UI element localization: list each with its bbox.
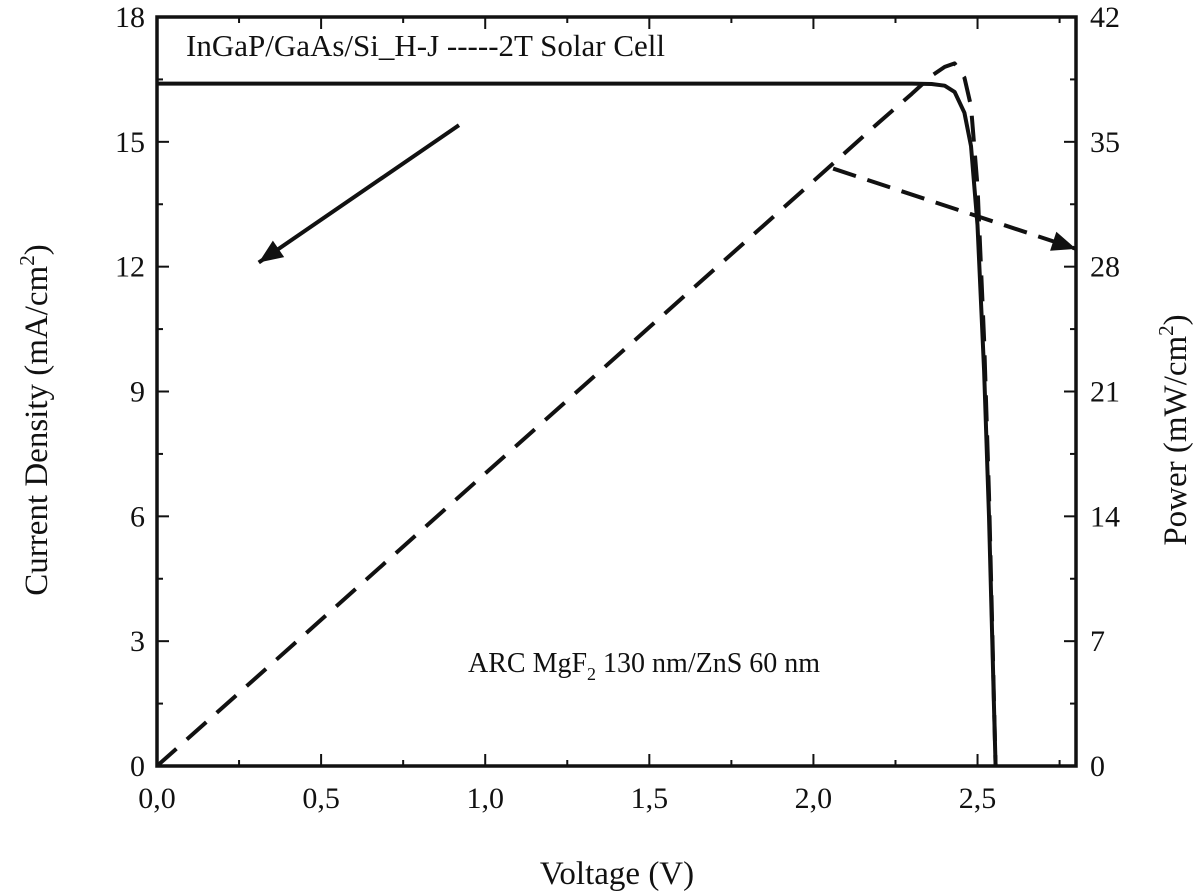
arrow-to-right-axis <box>832 166 1077 251</box>
arrow-head <box>258 240 285 263</box>
y-tick-label: 3 <box>130 625 145 658</box>
annotation-sub: 2 <box>587 664 596 684</box>
y2-tick-label: 0 <box>1090 750 1105 783</box>
y-tick-label: 0 <box>130 750 145 783</box>
y2-axis-title-main: Power (mW/cm <box>1158 335 1194 545</box>
y-tick-label: 6 <box>130 500 145 533</box>
annotation-text: ARC MgF2 130 nm/ZnS 60 nm <box>468 648 820 684</box>
x-tick-label: 2,5 <box>959 782 997 815</box>
y-axis-title-sup: 2 <box>15 255 39 266</box>
x-tick-label: 0,0 <box>138 782 176 815</box>
plot-area <box>155 61 1077 768</box>
y2-axis-title-sup: 2 <box>1154 325 1178 336</box>
y2-axis-title-end: ) <box>1158 314 1194 325</box>
x-tick-label: 1,0 <box>466 782 504 815</box>
y2-tick-label: 7 <box>1090 625 1105 658</box>
y-axis-title-main: Current Density (mA/cm <box>19 265 55 595</box>
chart-title: InGaP/GaAs/Si_H-J -----2T Solar Cell <box>186 28 665 63</box>
y-axis-title-end: ) <box>19 244 55 255</box>
annotation-pre: ARC MgF <box>468 648 587 679</box>
x-tick-label: 1,5 <box>631 782 669 815</box>
y2-tick-label: 35 <box>1090 126 1120 159</box>
x-axis-title: Voltage (V) <box>540 856 694 892</box>
y-tick-label: 18 <box>115 1 145 34</box>
y2-tick-label: 14 <box>1090 500 1120 533</box>
ticks: 0,0 0,5 1,0 1,5 2,0 2,5 0 3 6 9 12 15 18 0 7 14 21 28 35 42 <box>115 1 1120 815</box>
y-tick-label: 12 <box>115 251 145 284</box>
y2-tick-label: 28 <box>1090 251 1120 284</box>
annotation-post: 130 nm/ZnS 60 nm <box>596 648 820 679</box>
y-tick-label: 15 <box>115 126 145 159</box>
y2-tick-label: 21 <box>1090 376 1120 409</box>
x-tick-label: 0,5 <box>302 782 340 815</box>
arrow-to-left-axis <box>257 123 461 265</box>
x-tick-label: 2,0 <box>795 782 833 815</box>
y-tick-label: 9 <box>130 376 145 409</box>
power-series-line <box>155 61 998 768</box>
arrow-head <box>1050 231 1076 251</box>
y2-axis-title: Power (mW/cm2) <box>1154 314 1194 545</box>
y2-tick-label: 42 <box>1090 1 1120 34</box>
y-axis-title: Current Density (mA/cm2) <box>15 244 55 595</box>
